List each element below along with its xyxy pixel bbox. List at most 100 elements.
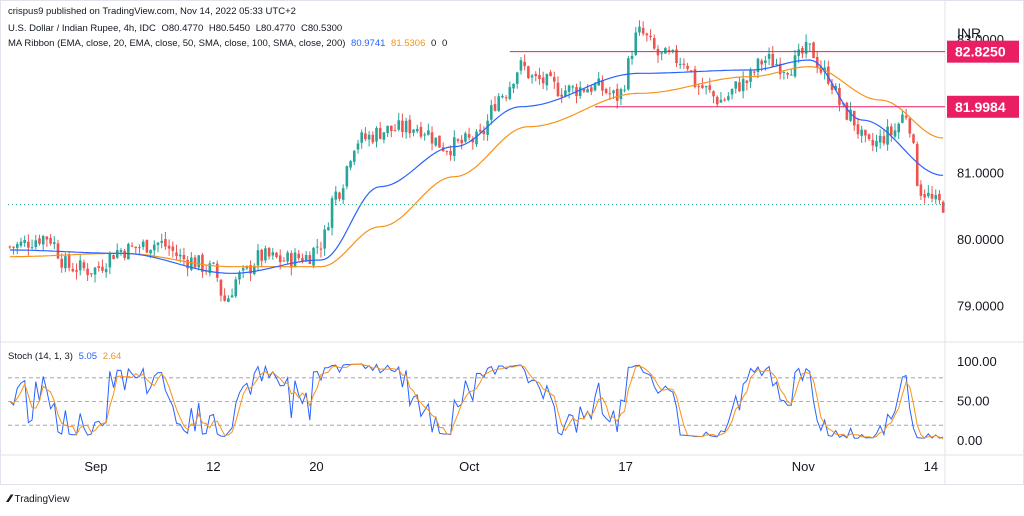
- candle-body: [715, 96, 719, 105]
- candle-body: [897, 123, 901, 133]
- candle-body: [682, 63, 686, 65]
- candle-body: [378, 128, 382, 139]
- candle-body: [801, 48, 804, 54]
- candle-body: [545, 74, 549, 86]
- candle-body: [701, 85, 704, 88]
- candle-body: [638, 26, 641, 33]
- candle-body: [456, 139, 460, 141]
- ohlc-open: O80.4770: [161, 23, 204, 34]
- candle-body: [704, 86, 708, 88]
- price-tick-label: 79.0000: [957, 299, 1004, 314]
- level-label: 82.8250: [955, 44, 1006, 60]
- candle-body: [864, 129, 867, 136]
- candle-body: [186, 259, 189, 269]
- candle-body: [123, 250, 126, 258]
- candle-body: [227, 298, 230, 302]
- candle-body: [501, 95, 504, 98]
- candle-body: [886, 126, 889, 145]
- stoch-legend[interactable]: Stoch (14, 1, 3) 5.05 2.64: [8, 351, 124, 362]
- ma20-value: 80.9741: [351, 38, 386, 49]
- candle-body: [315, 246, 319, 248]
- candle-body: [19, 241, 23, 246]
- candle-body: [86, 268, 89, 276]
- time-tick-label: 20: [309, 459, 323, 474]
- candle-body: [860, 129, 863, 136]
- candle-body: [160, 240, 163, 243]
- candle-body: [708, 85, 712, 90]
- candle-body: [908, 118, 912, 134]
- candle-body: [230, 295, 234, 298]
- candle-body: [745, 80, 749, 84]
- candle-body: [612, 90, 615, 94]
- candle-body: [490, 105, 493, 120]
- candle-body: [834, 86, 838, 91]
- candle-body: [578, 87, 582, 97]
- publish-text: crispus9 published on TradingView.com, N…: [8, 6, 296, 17]
- candle-body: [71, 268, 75, 272]
- candle-body: [41, 236, 45, 245]
- candle-body: [549, 72, 552, 77]
- candle-body: [93, 267, 97, 275]
- ohlc-low: L80.4770: [255, 23, 296, 34]
- candle-body: [604, 88, 608, 93]
- stoch-k-value: 5.05: [78, 351, 98, 362]
- candle-body: [23, 240, 26, 244]
- symbol-legend[interactable]: U.S. Dollar / Indian Rupee, 4h, IDC O80.…: [8, 23, 345, 34]
- candle-body: [338, 192, 341, 199]
- candle-body: [208, 263, 212, 274]
- candle-body: [482, 130, 486, 135]
- candle-body: [393, 130, 397, 132]
- candle-body: [486, 120, 489, 135]
- candle-body: [804, 41, 808, 54]
- tradingview-logo-icon: ⁄⁄⁄: [8, 493, 11, 505]
- candle-body: [693, 69, 697, 88]
- candle-body: [45, 236, 49, 240]
- candle-body: [793, 55, 797, 77]
- candle-body: [493, 104, 497, 111]
- candle-body: [167, 245, 171, 249]
- candle-body: [541, 77, 545, 84]
- time-tick-label: 17: [618, 459, 632, 474]
- candle-body: [582, 88, 586, 92]
- candle-body: [34, 240, 38, 247]
- time-tick-label: Sep: [84, 459, 107, 474]
- candle-body: [712, 91, 715, 97]
- candle-body: [375, 127, 378, 142]
- ma50-value: 81.5306: [391, 38, 426, 49]
- candle-body: [423, 134, 426, 136]
- candle-body: [334, 191, 338, 200]
- candle-body: [308, 255, 312, 265]
- candle-body: [623, 89, 626, 91]
- candles-group: [8, 20, 945, 303]
- candle-body: [449, 151, 452, 156]
- candle-body: [782, 72, 786, 74]
- candle-body: [30, 247, 34, 249]
- candle-body: [67, 254, 71, 268]
- candle-body: [330, 198, 334, 228]
- candle-body: [371, 134, 375, 143]
- stoch-d-line: [9, 363, 944, 440]
- candle-body: [249, 265, 252, 274]
- candle-body: [875, 140, 878, 147]
- symbol-title: U.S. Dollar / Indian Rupee, 4h, IDC: [8, 23, 156, 34]
- candle-body: [808, 43, 812, 45]
- candle-body: [438, 135, 441, 148]
- candle-body: [675, 49, 678, 64]
- candle-body: [878, 135, 882, 143]
- candle-body: [49, 237, 52, 244]
- candle-body: [412, 129, 415, 133]
- candle-body: [660, 52, 663, 54]
- candle-body: [752, 71, 756, 73]
- ma-ribbon-legend[interactable]: MA Ribbon (EMA, close, 20, EMA, close, 5…: [8, 38, 450, 49]
- candle-body: [856, 124, 860, 135]
- candle-body: [360, 132, 363, 143]
- stoch-k-line: [9, 363, 944, 439]
- time-tick-label: Nov: [792, 459, 816, 474]
- candle-body: [690, 70, 693, 72]
- candle-body: [119, 250, 123, 252]
- candle-body: [219, 279, 223, 296]
- currency-label: INR: [957, 25, 981, 41]
- candle-body: [475, 131, 478, 145]
